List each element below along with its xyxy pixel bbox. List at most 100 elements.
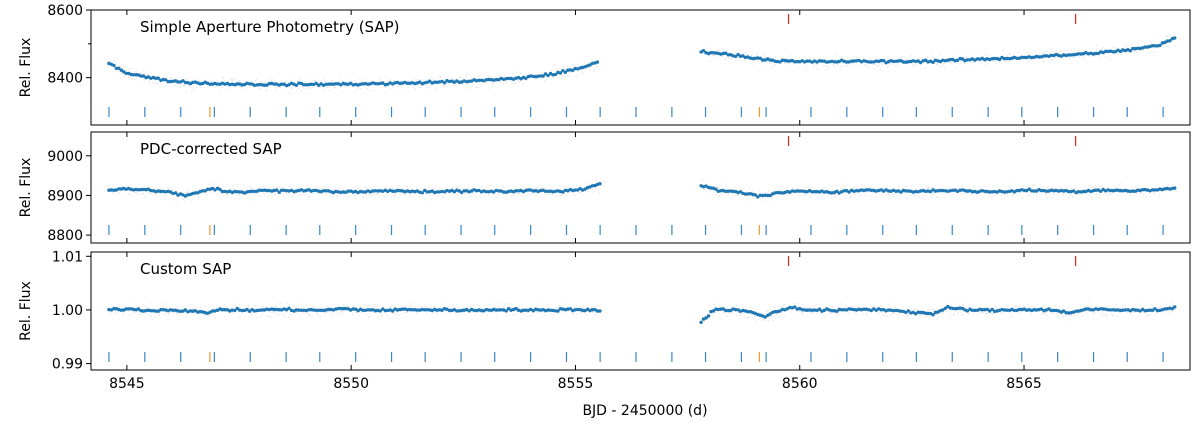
raw-flux-point — [329, 90, 331, 92]
raw-flux-point — [161, 186, 163, 188]
raw-flux-point — [445, 193, 447, 194]
raw-flux-point — [841, 62, 843, 64]
raw-flux-point — [388, 318, 390, 320]
raw-flux-point — [1108, 59, 1109, 60]
raw-flux-point — [557, 69, 559, 70]
raw-flux-point — [511, 306, 512, 308]
raw-flux-point — [576, 314, 578, 315]
raw-flux-point — [355, 89, 357, 91]
binned-flux-point — [914, 312, 918, 316]
raw-flux-point — [849, 57, 851, 59]
raw-flux-point — [1063, 193, 1065, 195]
raw-flux-point — [1084, 189, 1086, 191]
raw-flux-point — [420, 188, 422, 190]
raw-flux-point — [1083, 50, 1084, 51]
raw-flux-point — [486, 186, 488, 188]
raw-flux-point — [806, 66, 808, 67]
raw-flux-point — [135, 192, 137, 194]
raw-flux-point — [324, 80, 326, 82]
raw-flux-point — [1099, 188, 1101, 189]
raw-flux-point — [159, 314, 160, 316]
raw-flux-point — [382, 306, 384, 308]
raw-flux-point — [843, 313, 845, 315]
raw-flux-point — [244, 187, 246, 189]
binned-flux-point — [746, 310, 750, 314]
binned-flux-point — [879, 308, 883, 312]
raw-flux-point — [1015, 183, 1017, 185]
raw-flux-point — [906, 59, 908, 61]
raw-flux-point — [151, 189, 153, 190]
raw-flux-point — [764, 198, 765, 200]
binned-flux-point — [556, 309, 560, 313]
binned-flux-point — [1069, 53, 1073, 57]
raw-flux-point — [1125, 192, 1126, 194]
raw-flux-point — [433, 90, 435, 92]
raw-flux-point — [709, 315, 711, 317]
raw-flux-point — [149, 193, 151, 195]
raw-flux-point — [561, 78, 563, 79]
raw-flux-point — [466, 87, 468, 89]
raw-flux-point — [342, 312, 344, 314]
raw-flux-point — [414, 77, 416, 79]
raw-flux-point — [774, 309, 776, 311]
raw-flux-point — [375, 194, 377, 196]
raw-flux-point — [922, 58, 924, 60]
raw-flux-point — [428, 86, 430, 88]
raw-flux-point — [953, 313, 954, 315]
binned-flux-point — [978, 307, 982, 311]
raw-flux-point — [171, 78, 173, 80]
binned-flux-point — [1099, 307, 1103, 311]
raw-flux-point — [238, 193, 240, 195]
raw-flux-point — [251, 192, 253, 194]
binned-flux-point — [726, 53, 730, 57]
binned-flux-point — [704, 184, 708, 188]
raw-flux-point — [495, 186, 497, 188]
raw-flux-point — [1100, 57, 1102, 59]
raw-flux-point — [709, 305, 711, 307]
raw-flux-point — [812, 312, 814, 314]
raw-flux-point — [736, 189, 738, 191]
raw-flux-point — [366, 314, 368, 315]
raw-flux-point — [843, 56, 845, 58]
raw-flux-point — [191, 87, 193, 89]
binned-flux-point — [1128, 189, 1133, 194]
raw-flux-point — [934, 188, 936, 190]
binned-flux-point — [252, 189, 257, 194]
raw-flux-point — [753, 314, 755, 316]
raw-flux-point — [433, 189, 435, 191]
raw-flux-point — [974, 313, 975, 315]
raw-flux-point — [306, 304, 307, 306]
binned-flux-point — [506, 307, 511, 311]
raw-flux-point — [324, 314, 326, 316]
raw-flux-point — [399, 89, 401, 91]
raw-flux-point — [355, 185, 357, 187]
transit-markers — [108, 14, 1164, 117]
raw-flux-point — [816, 68, 818, 70]
raw-flux-point — [278, 313, 280, 315]
raw-flux-point — [774, 64, 776, 66]
raw-flux-point — [383, 311, 385, 313]
raw-flux-point — [131, 78, 133, 80]
raw-flux-point — [456, 193, 458, 195]
raw-flux-point — [537, 312, 539, 313]
raw-flux-point — [1092, 55, 1094, 57]
raw-flux-point — [1120, 48, 1122, 50]
raw-flux-point — [304, 188, 306, 190]
binned-flux-point — [336, 190, 341, 194]
raw-flux-point — [875, 312, 877, 314]
raw-flux-point — [443, 310, 445, 312]
raw-flux-point — [810, 312, 812, 314]
raw-flux-point — [781, 61, 783, 63]
raw-flux-point — [715, 56, 717, 58]
raw-flux-point — [326, 305, 328, 307]
binned-flux-point — [1150, 308, 1155, 312]
raw-flux-point — [139, 313, 141, 315]
raw-flux-point — [800, 306, 802, 308]
raw-flux-point — [958, 63, 960, 65]
raw-flux-point — [1154, 192, 1155, 194]
raw-flux-point — [1026, 307, 1028, 309]
raw-flux-point — [528, 314, 530, 316]
raw-flux-point — [752, 309, 754, 311]
raw-flux-point — [799, 195, 801, 197]
raw-flux-point — [731, 305, 733, 307]
